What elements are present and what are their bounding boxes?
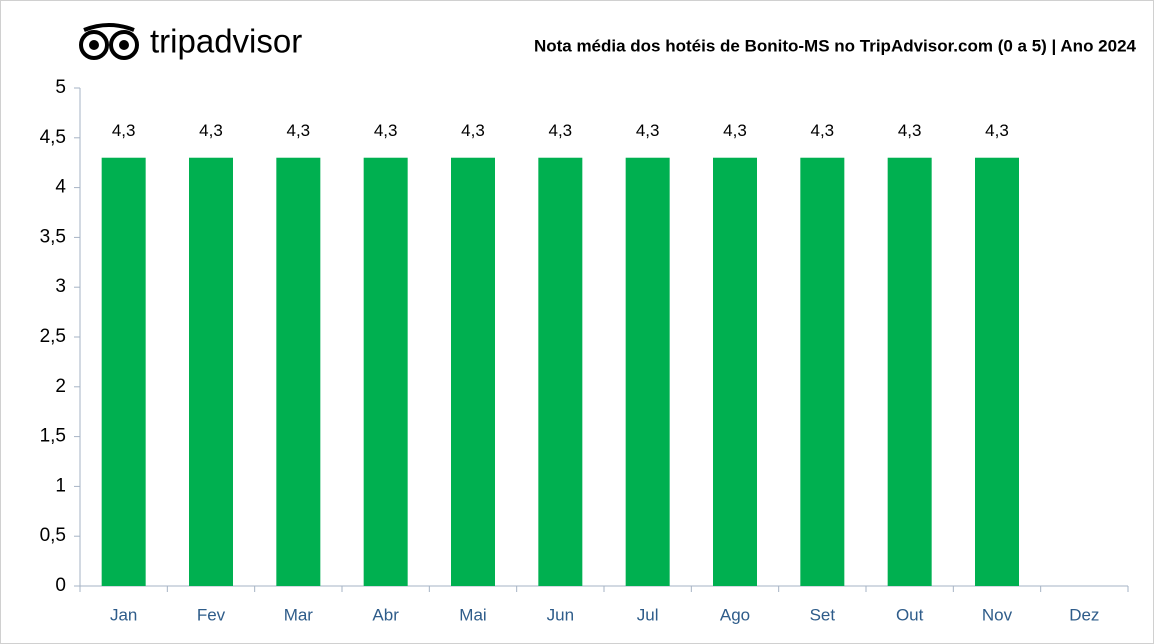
value-label: 4,3 (461, 121, 485, 140)
x-tick-label: Abr (372, 605, 399, 624)
bar (276, 157, 321, 586)
x-tick-label: Ago (720, 605, 750, 624)
bar (363, 157, 408, 586)
value-label: 4,3 (723, 121, 747, 140)
bar (975, 157, 1019, 586)
value-label: 4,3 (199, 121, 223, 140)
value-label: 4,3 (112, 121, 136, 140)
logo-icon (79, 23, 139, 60)
bar (538, 157, 583, 586)
y-tick-label: 1 (55, 475, 66, 496)
x-tick-label: Dez (1069, 605, 1099, 624)
bar (713, 157, 757, 586)
bar (887, 157, 932, 586)
y-tick-label: 2 (55, 376, 66, 397)
y-tick-label: 2,5 (40, 326, 66, 347)
y-tick-label: 4,5 (40, 127, 66, 148)
x-tick-label: Nov (982, 605, 1013, 624)
value-label: 4,3 (811, 121, 835, 140)
logo-text: tripadvisor (150, 23, 302, 60)
x-tick-label: Set (810, 605, 836, 624)
value-label: 4,3 (374, 121, 398, 140)
bar (625, 157, 670, 586)
chart-title: Nota média dos hotéis de Bonito-MS no Tr… (534, 36, 1137, 55)
y-tick-label: 0,5 (40, 525, 66, 546)
y-tick-label: 3 (55, 276, 66, 297)
x-tick-label: Mar (284, 605, 314, 624)
y-tick-label: 1,5 (40, 426, 66, 447)
value-label: 4,3 (898, 121, 922, 140)
y-tick-label: 5 (55, 77, 66, 98)
bar (800, 157, 845, 586)
x-tick-label: Jan (110, 605, 137, 624)
bar (101, 157, 146, 586)
value-label: 4,3 (636, 121, 660, 140)
value-label: 4,3 (985, 121, 1009, 140)
y-tick-label: 4 (55, 177, 66, 198)
bar (451, 157, 495, 586)
x-tick-label: Jul (637, 605, 659, 624)
value-label: 4,3 (549, 121, 573, 140)
bar (189, 157, 233, 586)
x-tick-label: Out (896, 605, 924, 624)
x-tick-label: Jun (547, 605, 574, 624)
x-tick-label: Fev (197, 605, 226, 624)
value-label: 4,3 (287, 121, 311, 140)
y-tick-label: 3,5 (40, 226, 66, 247)
x-tick-label: Mai (459, 605, 486, 624)
y-tick-label: 0 (55, 575, 66, 596)
